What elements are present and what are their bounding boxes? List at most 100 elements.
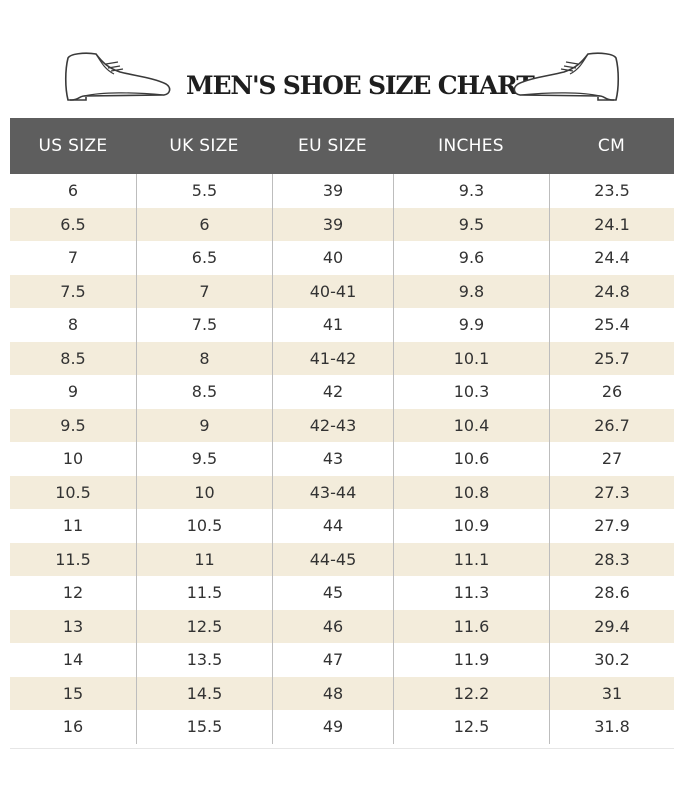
cell-eu-size: 44-45 <box>272 542 393 576</box>
cell-inches: 9.8 <box>393 274 549 308</box>
cell-uk-size: 8 <box>136 341 272 375</box>
table-row: 9.5 9 42-43 10.4 26.7 <box>10 408 674 442</box>
cell-eu-size: 46 <box>272 609 393 643</box>
cell-cm: 26.7 <box>549 408 674 442</box>
table-row: 9 8.5 42 10.3 26 <box>10 375 674 409</box>
shoe-icon <box>64 52 171 101</box>
table-row: 11 10.5 44 10.9 27.9 <box>10 509 674 543</box>
cell-uk-size: 6 <box>136 207 272 241</box>
cell-inches: 11.1 <box>393 542 549 576</box>
cell-us-size: 11.5 <box>55 549 91 569</box>
cell-uk-size: 8.5 <box>136 375 272 409</box>
cell-uk-size: 7 <box>136 274 272 308</box>
page-title: MEN'S SHOE SIZE CHART <box>186 71 535 100</box>
cell-cm: 26 <box>549 375 674 409</box>
cell-eu-size: 42 <box>272 375 393 409</box>
cell-inches: 9.9 <box>393 308 549 342</box>
cell-inches: 9.3 <box>393 174 549 208</box>
table-row: 11.5 11 44-45 11.1 28.3 <box>10 542 674 576</box>
cell-uk-size: 15.5 <box>136 710 272 744</box>
cell-uk-size: 12.5 <box>136 609 272 643</box>
size-table: US SIZE UK SIZE EU SIZE INCHES CM 6 5.5 39… <box>10 118 674 744</box>
column-header-uk-size: UK SIZE <box>169 136 239 156</box>
cell-us-size: 9.5 <box>60 415 86 435</box>
cell-cm: 25.7 <box>549 341 674 375</box>
cell-inches: 10.1 <box>393 341 549 375</box>
cell-inches: 10.8 <box>393 475 549 509</box>
cell-us-size: 13 <box>62 616 84 636</box>
cell-cm: 24.8 <box>549 274 674 308</box>
cell-eu-size: 47 <box>272 643 393 677</box>
table-row: 15 14.5 48 12.2 31 <box>10 676 674 710</box>
table-row: 16 15.5 49 12.5 31.8 <box>10 710 674 744</box>
cell-eu-size: 39 <box>272 174 393 208</box>
cell-uk-size: 14.5 <box>136 676 272 710</box>
cell-uk-size: 6.5 <box>136 241 272 275</box>
cell-cm: 31.8 <box>549 710 674 744</box>
table-row: 8 7.5 41 9.9 25.4 <box>10 308 674 342</box>
cell-inches: 11.3 <box>393 576 549 610</box>
cell-eu-size: 41 <box>272 308 393 342</box>
cell-cm: 29.4 <box>549 609 674 643</box>
column-header-eu-size: EU SIZE <box>298 136 367 156</box>
cell-uk-size: 5.5 <box>136 174 272 208</box>
table-row: 12 11.5 45 11.3 28.6 <box>10 576 674 610</box>
cell-cm: 25.4 <box>549 308 674 342</box>
cell-us-size: 7.5 <box>60 281 86 301</box>
cell-inches: 10.6 <box>393 442 549 476</box>
cell-us-size: 14 <box>62 650 84 670</box>
cell-eu-size: 43-44 <box>272 475 393 509</box>
cell-eu-size: 43 <box>272 442 393 476</box>
cell-uk-size: 10 <box>136 475 272 509</box>
cell-cm: 24.1 <box>549 207 674 241</box>
cell-us-size: 7 <box>67 248 79 268</box>
cell-us-size: 8.5 <box>60 348 86 368</box>
cell-eu-size: 41-42 <box>272 341 393 375</box>
cell-eu-size: 39 <box>272 207 393 241</box>
cell-inches: 12.2 <box>393 676 549 710</box>
cell-uk-size: 10.5 <box>136 509 272 543</box>
cell-us-size: 16 <box>62 717 84 737</box>
cell-cm: 23.5 <box>549 174 674 208</box>
cell-us-size: 9 <box>67 382 79 402</box>
cell-inches: 11.9 <box>393 643 549 677</box>
cell-eu-size: 40-41 <box>272 274 393 308</box>
cell-uk-size: 7.5 <box>136 308 272 342</box>
cell-inches: 9.6 <box>393 241 549 275</box>
cell-cm: 24.4 <box>549 241 674 275</box>
cell-cm: 28.3 <box>549 542 674 576</box>
cell-us-size: 12 <box>62 583 84 603</box>
cell-uk-size: 9.5 <box>136 442 272 476</box>
column-header-cm: CM <box>597 136 626 156</box>
table-body: 6 5.5 39 9.3 23.5 6.5 6 39 9.5 24.1 7 6.5 40 9.6 24.4 7… <box>10 174 674 744</box>
cell-eu-size: 44 <box>272 509 393 543</box>
shoe-icon <box>513 52 620 101</box>
column-header-inches: INCHES <box>438 136 504 156</box>
cell-us-size: 10.5 <box>55 482 91 502</box>
cell-inches: 11.6 <box>393 609 549 643</box>
cell-us-size: 6 <box>67 181 79 201</box>
cell-uk-size: 13.5 <box>136 643 272 677</box>
cell-cm: 27 <box>549 442 674 476</box>
cell-cm: 31 <box>549 676 674 710</box>
table-row: 6 5.5 39 9.3 23.5 <box>10 174 674 208</box>
cell-us-size: 15 <box>62 683 84 703</box>
table-row: 14 13.5 47 11.9 30.2 <box>10 643 674 677</box>
cell-us-size: 10 <box>62 449 84 469</box>
cell-cm: 28.6 <box>549 576 674 610</box>
cell-cm: 30.2 <box>549 643 674 677</box>
cell-us-size: 8 <box>67 315 79 335</box>
table-header: US SIZE UK SIZE EU SIZE INCHES CM <box>10 118 674 174</box>
table-row: 13 12.5 46 11.6 29.4 <box>10 609 674 643</box>
cell-eu-size: 42-43 <box>272 408 393 442</box>
table-row: 10.5 10 43-44 10.8 27.3 <box>10 475 674 509</box>
table-row: 8.5 8 41-42 10.1 25.7 <box>10 341 674 375</box>
cell-uk-size: 11 <box>136 542 272 576</box>
table-bottom-divider <box>10 748 674 749</box>
cell-inches: 9.5 <box>393 207 549 241</box>
cell-inches: 10.3 <box>393 375 549 409</box>
cell-us-size: 11 <box>62 516 84 536</box>
cell-us-size: 6.5 <box>60 214 86 234</box>
cell-cm: 27.3 <box>549 475 674 509</box>
cell-cm: 27.9 <box>549 509 674 543</box>
